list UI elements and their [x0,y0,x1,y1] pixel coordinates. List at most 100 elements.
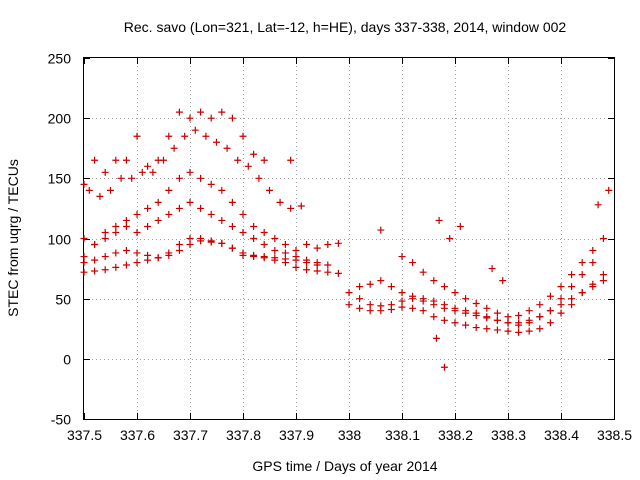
data-point [218,108,226,116]
y-tick-label: 250 [48,51,72,67]
data-point [112,156,120,164]
data-point [440,301,448,309]
data-point [345,289,353,297]
data-point [122,247,130,255]
data-point [366,280,374,288]
data-point [451,289,459,297]
y-axis-label: STEC from uqrg / TECUs [5,159,21,317]
data-point [377,277,385,285]
data-point [281,241,289,249]
data-point [515,321,523,329]
data-point [313,261,321,269]
data-point [419,307,427,315]
data-point [186,168,194,176]
data-point [557,295,565,303]
data-point [91,156,99,164]
data-point [138,168,146,176]
data-point [578,271,586,279]
data-point [462,307,470,315]
data-point [409,304,417,312]
data-point [578,259,586,267]
data-point [493,309,501,317]
data-point [266,186,273,194]
data-point [303,259,311,267]
data-point [255,174,263,182]
data-point [356,304,364,312]
data-point [557,283,565,291]
data-point [398,289,406,297]
data-point [589,280,597,288]
data-point [398,303,406,311]
x-tick-label: 338.1 [385,427,420,443]
data-point [356,295,364,303]
data-point [430,277,438,285]
data-point [324,241,332,249]
data-point [133,259,141,267]
data-point [117,174,125,182]
data-point [186,114,194,122]
x-tick-label: 338.3 [491,427,526,443]
x-tick-label: 338.5 [597,427,632,443]
data-point [101,168,109,176]
data-point [85,186,93,194]
data-point [568,283,576,291]
data-point [144,162,152,170]
data-point [589,259,597,267]
data-point [525,327,533,335]
data-point [260,228,268,236]
data-point [594,201,602,209]
data-point [451,304,459,312]
data-point [356,283,364,291]
data-point [430,297,438,305]
y-tick-label: 0 [63,352,71,368]
data-point [313,244,321,252]
data-point [483,313,491,321]
data-point [228,222,236,230]
data-point [366,307,374,315]
data-point [186,235,194,242]
data-point [440,283,448,291]
data-point [91,267,99,275]
data-point [223,144,231,152]
data-point [250,222,258,230]
data-point [557,301,565,309]
data-point [493,316,501,324]
y-tick-label: 50 [55,292,71,308]
data-point [175,247,183,255]
data-point [599,271,607,279]
data-point [165,132,173,140]
data-point [80,268,88,276]
data-point [101,266,109,274]
data-point [175,174,183,182]
data-point [515,328,523,336]
data-point [91,241,99,249]
data-point [149,168,157,176]
data-point [504,327,512,335]
data-point [472,324,480,332]
data-point [557,309,565,317]
data-point [144,251,152,259]
data-point [112,222,120,230]
x-tick-label: 337.9 [279,427,314,443]
data-point [133,249,141,257]
y-axis-ticks: -50 0 50 100 150 200 250 [48,51,614,428]
x-tick-label: 338 [338,427,362,443]
x-axis-label: GPS time / Days of year 2014 [252,458,437,474]
data-point [446,235,454,242]
x-axis-ticks: 337.5 337.6 337.7 337.8 337.9 338 338.1 338.2 33… [67,58,632,443]
data-point [101,228,109,236]
data-point [165,210,173,218]
data-point [80,180,88,188]
data-point [197,174,205,182]
y-tick-label: 150 [48,171,72,187]
data-point [546,292,554,300]
data-point [599,277,607,285]
data-point [191,126,199,134]
data-point [440,363,448,371]
data-point [525,307,533,315]
data-point [207,114,215,122]
data-point [207,238,215,246]
data-point [568,271,576,279]
data-point [504,319,512,327]
